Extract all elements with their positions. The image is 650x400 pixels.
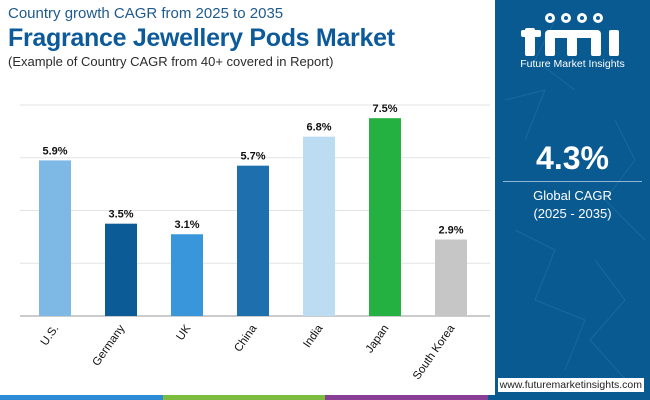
bar-value-label: 3.1% [174, 219, 199, 231]
global-cagr-label: Global CAGR [533, 188, 612, 203]
bar-china [237, 165, 269, 316]
footer-color-bar [0, 395, 650, 400]
x-tick-label: India [301, 322, 325, 350]
bar-value-label: 5.7% [240, 151, 265, 163]
bar-japan [369, 118, 401, 316]
fmi-logo-icon [521, 13, 619, 56]
bar-value-label: 7.5% [372, 103, 397, 115]
bar-india [303, 136, 335, 316]
chart-subtitle: Country growth CAGR from 2025 to 2035 [8, 5, 284, 22]
bar-value-label: 5.9% [42, 145, 67, 157]
footer-bar-segment [0, 395, 163, 400]
global-cagr-period: (2025 - 2035) [533, 206, 612, 221]
x-tick-label: Japan [364, 323, 392, 356]
x-tick-label: UK [174, 323, 193, 343]
bar-germany [105, 223, 137, 316]
page-title: Fragrance Jewellery Pods Market [8, 24, 395, 52]
x-tick-label: South Korea [411, 322, 458, 382]
website-url[interactable]: www.futuremarketinsights.com [497, 378, 644, 392]
bar-south-korea [435, 239, 467, 316]
global-cagr-value: 4.3% [536, 140, 609, 176]
bar-value-label: 6.8% [306, 122, 331, 134]
footer-bar-segment [162, 395, 325, 400]
bar-value-label: 3.5% [108, 209, 133, 221]
footer-bar-segment [487, 395, 650, 400]
bar-u-s- [39, 160, 71, 316]
chart-note: (Example of Country CAGR from 40+ covere… [8, 54, 334, 69]
footer-bar-segment [325, 395, 488, 400]
brand-name: Future Market Insights [520, 58, 625, 70]
x-tick-label: U.S. [39, 323, 62, 348]
x-tick-label: China [232, 322, 259, 354]
x-tick-label: Germany [90, 323, 127, 369]
bar-value-label: 2.9% [438, 225, 463, 237]
bar-chart: 5.9% U.S. 3.5% Germany 3.1% UK 5.7% China 6.8% In… [20, 103, 490, 382]
bar-uk [171, 234, 203, 316]
kpi-divider [503, 181, 642, 182]
sidebar-panel: Future Market Insights 4.3% Global CAGR … [495, 0, 650, 400]
